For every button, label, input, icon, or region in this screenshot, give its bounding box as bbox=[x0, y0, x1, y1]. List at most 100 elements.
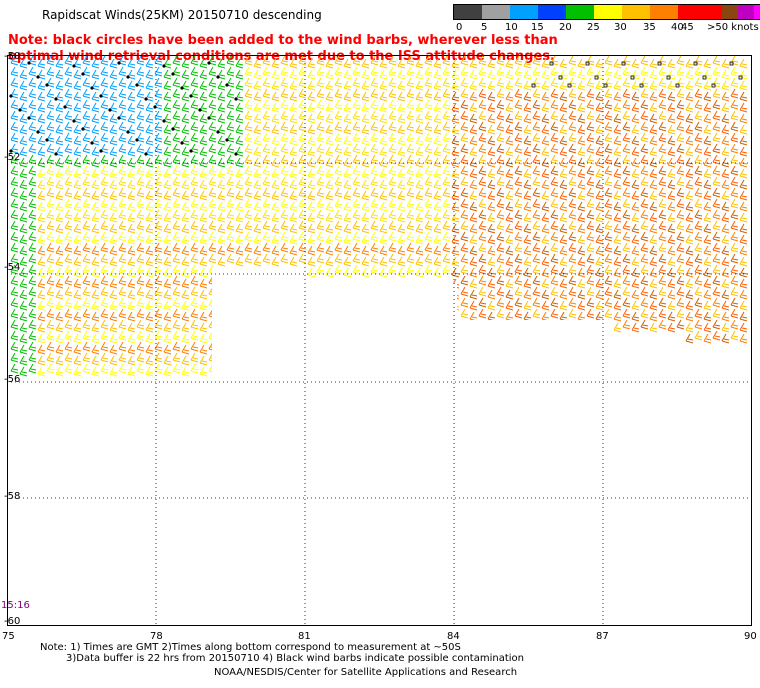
wind-barb bbox=[586, 121, 595, 132]
wind-barb bbox=[127, 267, 136, 278]
wind-barb bbox=[46, 176, 55, 187]
wind-barb bbox=[307, 256, 316, 267]
wind-barb bbox=[649, 234, 658, 245]
wind-barb bbox=[397, 256, 406, 267]
wind-barb bbox=[649, 245, 658, 256]
wind-barb bbox=[523, 58, 532, 69]
wind-barb bbox=[469, 80, 478, 91]
wind-barb bbox=[370, 110, 379, 121]
wind-barb bbox=[289, 256, 298, 267]
wind-barb bbox=[595, 234, 604, 245]
wind-barb bbox=[730, 319, 739, 330]
wind-barb bbox=[721, 212, 730, 223]
wind-barb bbox=[478, 110, 487, 121]
wind-barb bbox=[19, 245, 28, 256]
wind-barb bbox=[73, 245, 82, 256]
wind-barb bbox=[388, 198, 397, 209]
wind-barb bbox=[307, 179, 316, 190]
contamination-marker bbox=[36, 130, 40, 134]
wind-barb bbox=[460, 143, 469, 154]
wind-barb bbox=[73, 366, 82, 377]
wind-barb bbox=[649, 212, 658, 223]
wind-barb bbox=[64, 110, 73, 121]
wind-barb bbox=[244, 253, 253, 264]
wind-barb bbox=[631, 256, 640, 267]
wind-barb bbox=[613, 80, 622, 91]
wind-barb bbox=[631, 157, 640, 168]
wind-barb bbox=[676, 297, 685, 308]
wind-barb bbox=[703, 80, 712, 91]
wind-barb bbox=[253, 91, 262, 102]
wind-barb bbox=[676, 308, 685, 319]
wind-barb bbox=[694, 132, 703, 143]
wind-barb bbox=[523, 201, 532, 212]
wind-barb bbox=[478, 77, 487, 88]
wind-barb bbox=[145, 355, 154, 366]
wind-barb bbox=[478, 121, 487, 132]
legend-swatch bbox=[510, 5, 538, 19]
wind-barb bbox=[721, 245, 730, 256]
wind-barb bbox=[253, 113, 262, 124]
wind-barb bbox=[91, 333, 100, 344]
wind-barb bbox=[613, 289, 622, 300]
wind-barb bbox=[361, 58, 370, 69]
wind-barb bbox=[172, 319, 181, 330]
wind-barb bbox=[667, 201, 676, 212]
wind-barb bbox=[73, 91, 82, 102]
wind-barb bbox=[622, 264, 631, 275]
wind-barb bbox=[253, 234, 262, 245]
wind-barb bbox=[181, 190, 190, 201]
wind-barb bbox=[577, 58, 586, 69]
wind-barb bbox=[685, 201, 694, 212]
wind-barb bbox=[199, 91, 208, 102]
wind-barb bbox=[442, 242, 451, 253]
wind-barb bbox=[199, 311, 208, 322]
wind-barb bbox=[604, 275, 613, 286]
wind-barb bbox=[460, 220, 469, 231]
wind-barb bbox=[64, 176, 73, 187]
wind-barb bbox=[595, 311, 604, 322]
wind-barb bbox=[595, 113, 604, 124]
legend-swatch bbox=[722, 5, 738, 19]
contamination-marker bbox=[657, 61, 662, 66]
wind-barb bbox=[586, 275, 595, 286]
contamination-marker bbox=[63, 105, 67, 109]
wind-barb bbox=[334, 143, 343, 154]
wind-barb bbox=[190, 319, 199, 330]
wind-barb bbox=[460, 231, 469, 242]
wind-barb bbox=[433, 102, 442, 113]
wind-barb bbox=[325, 245, 334, 256]
wind-barb bbox=[316, 165, 325, 176]
wind-barb bbox=[55, 267, 64, 278]
wind-barb bbox=[127, 201, 136, 212]
wind-barb bbox=[100, 286, 109, 297]
wind-barb bbox=[10, 220, 19, 231]
wind-barb bbox=[100, 341, 109, 352]
wind-barb bbox=[55, 102, 64, 113]
wind-barb bbox=[28, 220, 37, 231]
wind-barb bbox=[739, 223, 748, 234]
wind-barb bbox=[217, 135, 226, 146]
wind-barb bbox=[217, 113, 226, 124]
wind-barb bbox=[271, 146, 280, 157]
wind-barb bbox=[541, 58, 550, 69]
wind-barb bbox=[649, 91, 658, 102]
wind-barb bbox=[694, 143, 703, 154]
wind-barb bbox=[46, 209, 55, 220]
wind-barb bbox=[208, 253, 217, 264]
wind-barb bbox=[64, 66, 73, 77]
wind-barb bbox=[343, 58, 352, 69]
wind-barb bbox=[388, 110, 397, 121]
wind-barb bbox=[10, 110, 19, 121]
wind-barb bbox=[730, 286, 739, 297]
wind-barb bbox=[487, 267, 496, 278]
wind-barb bbox=[442, 99, 451, 110]
wind-barb bbox=[190, 341, 199, 352]
wind-barb bbox=[496, 154, 505, 165]
wind-barb bbox=[676, 154, 685, 165]
wind-barb bbox=[514, 143, 523, 154]
wind-barb bbox=[253, 124, 262, 135]
contamination-marker bbox=[45, 138, 49, 142]
wind-barb bbox=[82, 198, 91, 209]
wind-barb bbox=[667, 113, 676, 124]
